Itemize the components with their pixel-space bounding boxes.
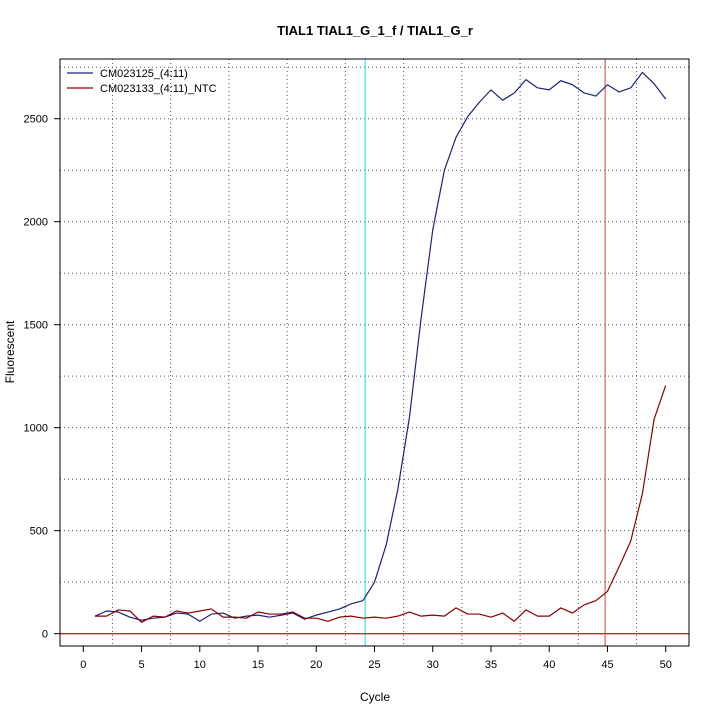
- legend: CM023125_(4:11) CM023133_(4:11)_NTC: [67, 68, 217, 95]
- series-line: [94, 71, 667, 622]
- x-tick-label: 40: [543, 659, 555, 671]
- grid-layer: [60, 59, 689, 646]
- y-tick-label: 1500: [24, 320, 48, 332]
- x-tick-label: 35: [485, 659, 497, 671]
- x-tick-label: 10: [194, 659, 206, 671]
- series-layer: [94, 71, 667, 623]
- x-axis-label: Cycle: [360, 690, 390, 704]
- x-tick-label: 30: [427, 659, 439, 671]
- x-tick-label: 50: [660, 659, 672, 671]
- y-tick-label: 500: [30, 526, 48, 538]
- y-tick-label: 2000: [24, 217, 48, 229]
- y-tick-label: 2500: [24, 114, 48, 126]
- y-axis-label: Fluorescent: [3, 320, 17, 383]
- x-tick-label: 5: [138, 659, 144, 671]
- x-tick-label: 15: [252, 659, 264, 671]
- x-tick-label: 0: [80, 659, 86, 671]
- y-tick-label: 1000: [24, 423, 48, 435]
- y-tick-label: 0: [42, 629, 48, 641]
- chart-title: TIAL1 TIAL1_G_1_f / TIAL1_G_r: [277, 23, 473, 38]
- x-tick-label: 45: [601, 659, 613, 671]
- legend-label: CM023133_(4:11)_NTC: [100, 83, 217, 95]
- legend-label: CM023125_(4:11): [100, 68, 188, 80]
- x-tick-label: 20: [310, 659, 322, 671]
- reference-lines: [60, 59, 689, 646]
- series-line: [94, 385, 667, 623]
- x-tick-label: 25: [368, 659, 380, 671]
